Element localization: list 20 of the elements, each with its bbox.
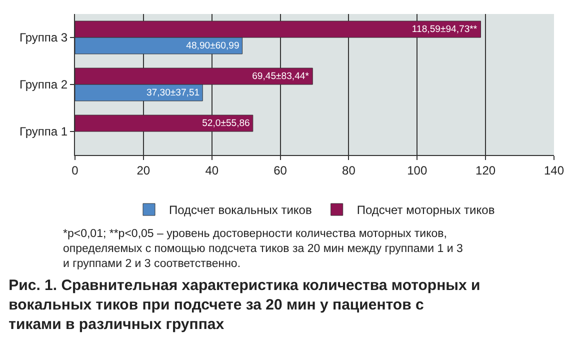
x-tick-label: 60 <box>274 163 288 178</box>
data-label: 69,45±83,44* <box>252 70 310 82</box>
legend-label: Подсчет моторных тиков <box>356 203 495 218</box>
x-tick-label: 40 <box>205 163 219 178</box>
x-tick-label: 120 <box>476 163 496 178</box>
x-tick-label: 20 <box>136 163 150 178</box>
x-tick-label: 100 <box>407 163 428 178</box>
legend-label: Подсчет вокальных тиков <box>169 203 312 218</box>
text: *p<0,01; **p<0,05 – уровень достоверности количества моторных тиков, определяемых с помощью подсчета тиков за 20 мин между группами 1 и 3 и группами 2 и 3 соответственно. <box>63 228 463 270</box>
data-label: 37,30±37,51 <box>146 87 200 98</box>
data-label: 52,0±55,86 <box>202 118 250 129</box>
data-label: 118,59±94,73** <box>412 24 478 35</box>
data-label: 48,90±60,99 <box>186 40 240 52</box>
text: Рис. 1. Сравнительная характеристика количества моторных и вокальных тиков при подсчете за 20 мин у пациентов с тиками в различных группах <box>8 277 480 333</box>
y-tick-label: Группа 2 <box>20 78 68 92</box>
x-tick-label: 140 <box>544 163 564 178</box>
x-tick-label: 0 <box>72 163 79 178</box>
y-tick-label: Группа 3 <box>20 30 68 45</box>
x-tick-label: 80 <box>342 163 356 178</box>
y-tick-label: Группа 1 <box>20 124 68 139</box>
